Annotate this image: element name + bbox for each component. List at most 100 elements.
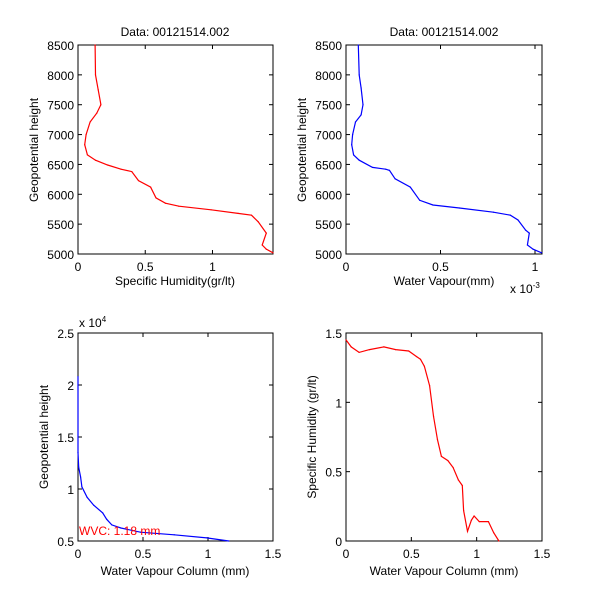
data-point: [265, 232, 267, 234]
data-point: [155, 197, 157, 199]
y-tick-label: 8000: [47, 69, 74, 83]
data-point: [368, 349, 371, 351]
data-point: [423, 365, 425, 367]
y-tick-label: 5500: [47, 218, 74, 232]
subplot-humidity-vs-column: Water Vapour Column (mm) Specific Humidi…: [305, 327, 551, 578]
data-point: [206, 537, 208, 539]
data-point: [139, 531, 141, 533]
data-point: [473, 515, 475, 517]
data-point: [210, 209, 212, 211]
data-point: [89, 121, 91, 123]
data-point: [150, 186, 152, 188]
data-point: [408, 350, 410, 352]
data-point: [532, 248, 534, 250]
data-point: [385, 168, 387, 170]
axes-box: [345, 44, 543, 255]
data-point: [419, 199, 421, 201]
y-tick-label: 0.5: [325, 466, 342, 480]
y-axis-label: Geopotential height: [27, 97, 41, 202]
data-point: [94, 44, 96, 46]
data-point: [358, 351, 360, 354]
data-point: [257, 221, 259, 223]
data-point: [86, 154, 89, 156]
y-tick-label: 6000: [47, 188, 74, 202]
data-point: [354, 121, 357, 123]
data-point: [352, 133, 354, 136]
data-point: [80, 476, 82, 478]
y-tick-label: 7500: [47, 99, 74, 113]
y-tick-label: 1.5: [57, 431, 74, 445]
wvc-annotation: WVC: 1.18 mm: [79, 524, 160, 538]
data-point: [261, 244, 263, 246]
y-tick-label: 1: [67, 483, 74, 497]
data-point: [419, 358, 422, 360]
x-tick-label: 1: [209, 260, 216, 274]
x-tick-label: 0.5: [137, 260, 154, 274]
data-point: [395, 349, 397, 351]
data-point: [458, 207, 461, 209]
data-point: [541, 252, 543, 254]
y-tick-label: 7500: [315, 99, 342, 113]
x-tick-label: 0: [75, 260, 82, 274]
y-tick-label: 6500: [315, 158, 342, 172]
y-tick-label: 0.5: [57, 535, 74, 549]
data-point: [111, 524, 113, 526]
data-point: [96, 112, 98, 114]
y-tick-label: 8500: [47, 39, 74, 53]
y-axis-label: Geopotential height: [295, 97, 309, 202]
axes-box: [345, 332, 543, 542]
x-axis-label: Water Vapour Column (mm): [101, 564, 250, 578]
data-point: [131, 170, 133, 173]
y-tick-label: 7000: [315, 129, 342, 143]
y-tick-label: 5000: [47, 248, 74, 262]
data-point: [357, 44, 359, 46]
y-tick-label: 0: [335, 535, 342, 549]
data-point: [461, 484, 463, 487]
series-line: [84, 44, 274, 254]
x-tick-label: 0: [343, 547, 350, 561]
y-tick-label: 8000: [315, 69, 342, 83]
data-point: [358, 159, 360, 161]
data-point: [120, 168, 122, 170]
x-axis-label: Water Vapour Column (mm): [370, 564, 519, 578]
series-line: [351, 44, 542, 254]
y-tick-label: 2.5: [57, 327, 74, 341]
data-point: [383, 346, 385, 348]
subplot-water-vapour-column-height: Water Vapour Column (mm) Geopotential he…: [37, 315, 282, 578]
y-tick-label: 2: [67, 379, 74, 393]
data-point: [164, 202, 167, 204]
data-point: [524, 229, 527, 231]
y-axis-label: Specific Humidity (gr/lt): [305, 375, 319, 498]
data-point: [250, 214, 253, 216]
series-line: [345, 339, 500, 542]
data-point: [93, 504, 95, 506]
data-point: [371, 166, 374, 169]
data-point: [436, 439, 439, 441]
y-exponent-power: 4: [102, 315, 107, 324]
data-point: [178, 205, 180, 207]
subplot-specific-humidity-profile: Data: 00121514.002 Specific Humidity(gr/…: [27, 25, 274, 288]
y-axis-exponent: x 104: [79, 315, 107, 330]
data-point: [84, 144, 86, 146]
data-point: [102, 512, 104, 514]
data-point: [466, 530, 469, 532]
data-point: [394, 178, 396, 180]
data-point: [97, 89, 99, 91]
data-point: [509, 214, 512, 216]
data-point: [345, 339, 347, 341]
x-tick-label: 1: [205, 547, 212, 561]
x-tick-label: 1: [473, 547, 480, 561]
subplot-title: Data: 00121514.002: [121, 25, 230, 39]
y-tick-label: 8500: [315, 39, 342, 53]
y-axis-label: Geopotential height: [37, 384, 51, 489]
data-point: [409, 186, 411, 188]
data-point: [94, 159, 97, 161]
y-tick-label: 6500: [47, 158, 74, 172]
data-point: [526, 244, 529, 246]
data-point: [81, 486, 83, 488]
data-point: [362, 104, 364, 106]
y-tick-label: 5500: [315, 218, 342, 232]
data-point: [432, 415, 435, 417]
data-point: [452, 466, 454, 469]
